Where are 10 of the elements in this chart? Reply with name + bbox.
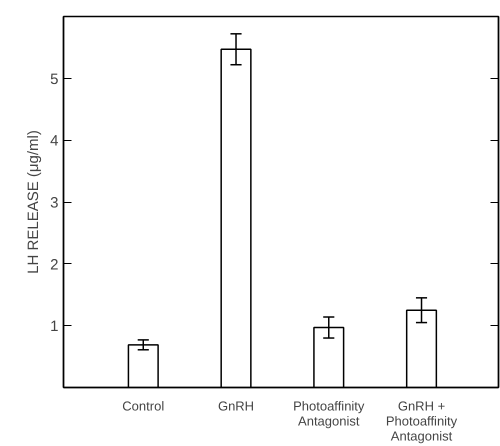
x-tick-label: GnRH + Photoaffinity Antagonist	[386, 398, 458, 444]
x-tick-label: GnRH	[218, 398, 254, 414]
y-tick-label: 3	[50, 194, 58, 212]
y-tick-label: 1	[50, 318, 58, 336]
y-tick-label: 4	[50, 132, 58, 150]
y-axis-title: LH RELEASE (μg/ml)	[25, 130, 42, 274]
y-tick-label: 2	[50, 256, 58, 274]
y-tick-label: 5	[50, 70, 58, 88]
x-tick-label: Control	[122, 398, 164, 414]
x-tick-label: Photoaffinity Antagonist	[293, 398, 365, 428]
